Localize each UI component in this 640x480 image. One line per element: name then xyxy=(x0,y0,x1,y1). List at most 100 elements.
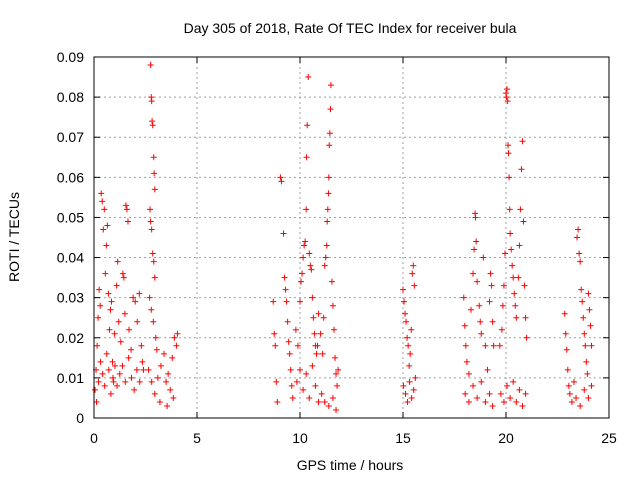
data-point xyxy=(333,406,340,413)
data-point xyxy=(119,362,126,369)
data-point xyxy=(309,294,316,301)
data-point xyxy=(327,106,334,113)
data-point xyxy=(487,270,494,277)
data-point xyxy=(297,298,303,305)
data-point xyxy=(148,226,155,233)
data-point xyxy=(472,214,479,221)
data-point xyxy=(516,386,523,393)
data-point xyxy=(140,366,147,373)
data-point xyxy=(332,354,339,361)
data-point xyxy=(410,262,417,269)
data-point xyxy=(309,362,316,369)
data-point xyxy=(562,330,569,337)
data-point xyxy=(506,206,513,213)
data-point xyxy=(109,358,116,365)
y-tick-label: 0 xyxy=(76,410,84,426)
data-point xyxy=(151,390,158,397)
data-point xyxy=(497,390,504,397)
data-point xyxy=(582,342,589,349)
data-point xyxy=(504,98,511,105)
data-point xyxy=(325,402,332,409)
data-point xyxy=(102,270,109,277)
data-point xyxy=(167,386,174,393)
data-point xyxy=(503,94,510,101)
data-point xyxy=(274,398,281,405)
data-point xyxy=(402,310,409,317)
data-point xyxy=(96,286,103,293)
data-point xyxy=(134,318,141,325)
data-point xyxy=(303,370,310,377)
data-point xyxy=(404,398,411,405)
data-point xyxy=(508,246,515,253)
y-tick-label: 0.08 xyxy=(57,89,84,105)
data-point xyxy=(412,374,419,381)
data-point xyxy=(173,342,180,349)
data-point xyxy=(150,318,157,325)
y-tick-label: 0.06 xyxy=(57,169,84,185)
data-point xyxy=(566,390,573,397)
data-point xyxy=(510,378,517,385)
data-point xyxy=(307,262,314,269)
data-point xyxy=(271,330,278,337)
data-point xyxy=(139,358,146,365)
data-point xyxy=(500,398,507,405)
data-point xyxy=(470,270,477,277)
data-point xyxy=(151,170,158,177)
data-point xyxy=(325,190,332,197)
data-point xyxy=(521,282,528,289)
data-point xyxy=(304,122,311,129)
data-point xyxy=(136,290,143,297)
data-point xyxy=(506,174,513,181)
data-point xyxy=(406,378,413,385)
data-point xyxy=(147,206,154,213)
data-point xyxy=(131,386,138,393)
x-tick-labels: 0 5 10 15 20 25 xyxy=(90,430,617,446)
data-point xyxy=(151,274,158,281)
data-point xyxy=(146,294,153,301)
data-point xyxy=(513,398,520,405)
data-point xyxy=(329,394,336,401)
data-point xyxy=(147,62,154,69)
data-point xyxy=(300,254,307,261)
data-point xyxy=(573,394,580,401)
data-point xyxy=(323,242,330,249)
x-tick-label: 0 xyxy=(90,430,98,446)
data-point xyxy=(489,318,496,325)
data-point xyxy=(327,82,334,89)
data-point xyxy=(165,370,172,377)
data-point xyxy=(585,290,592,297)
data-point xyxy=(117,338,124,345)
data-point xyxy=(490,342,497,349)
data-point xyxy=(122,378,129,385)
x-tick-label: 15 xyxy=(395,430,411,446)
data-point xyxy=(515,274,522,281)
data-point xyxy=(270,298,277,305)
data-point xyxy=(480,254,487,261)
data-point xyxy=(114,382,121,389)
data-point xyxy=(588,382,595,389)
data-point xyxy=(282,286,289,293)
data-point xyxy=(107,390,114,397)
data-point xyxy=(95,378,102,385)
plot-frame xyxy=(93,56,610,419)
data-point xyxy=(504,382,511,389)
data-point xyxy=(504,86,511,93)
data-point xyxy=(580,314,587,321)
axis-ticks xyxy=(93,56,610,419)
data-point xyxy=(581,386,588,393)
data-point xyxy=(329,302,336,309)
data-point xyxy=(411,282,418,289)
data-point xyxy=(462,342,469,349)
data-point xyxy=(478,330,485,337)
data-point xyxy=(149,250,156,257)
y-axis-label: ROTI / TECUs xyxy=(6,192,22,282)
data-point xyxy=(305,74,312,81)
y-tick-label: 0.01 xyxy=(57,370,84,386)
data-point xyxy=(522,390,529,397)
data-point xyxy=(482,398,489,405)
data-point xyxy=(112,362,119,369)
x-axis-label: GPS time / hours xyxy=(297,457,404,473)
data-point xyxy=(106,326,113,333)
data-point xyxy=(588,342,595,349)
data-point xyxy=(400,286,406,293)
